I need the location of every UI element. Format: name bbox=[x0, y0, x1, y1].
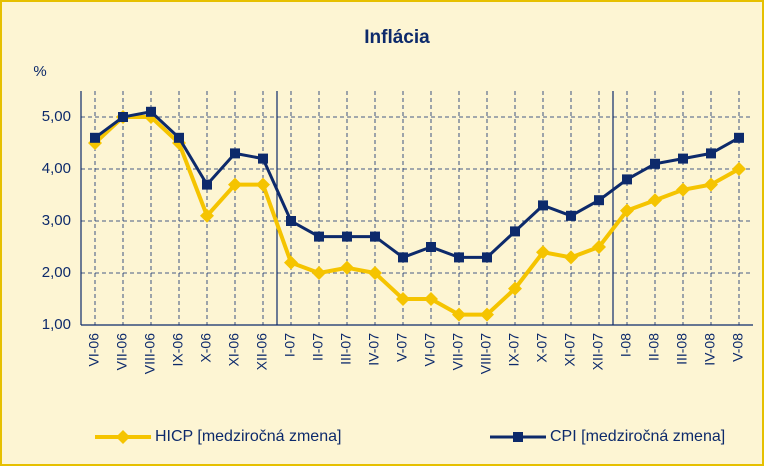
data-point bbox=[426, 242, 436, 252]
data-point bbox=[314, 231, 324, 242]
data-point bbox=[480, 307, 494, 322]
y-tick-label: 4,00 bbox=[42, 160, 71, 177]
x-tick-label: VI-07 bbox=[422, 333, 438, 367]
data-point bbox=[258, 153, 268, 164]
x-tick-label: IX-06 bbox=[170, 333, 186, 367]
data-point bbox=[620, 203, 634, 218]
chart-title: Inflácia bbox=[364, 27, 430, 48]
x-tick-label: V-08 bbox=[730, 333, 746, 362]
x-tick-label: VII-06 bbox=[114, 333, 130, 371]
data-point bbox=[256, 177, 270, 192]
data-point bbox=[622, 174, 632, 185]
data-point bbox=[396, 292, 410, 306]
x-tick-label: XI-07 bbox=[562, 333, 578, 367]
x-tick-label: I-08 bbox=[618, 333, 634, 357]
x-tick-label: XI-06 bbox=[226, 333, 242, 367]
data-point bbox=[370, 231, 380, 242]
x-tick-label: I-07 bbox=[282, 333, 298, 357]
data-point bbox=[678, 153, 688, 164]
data-point bbox=[284, 255, 298, 270]
legend-marker bbox=[513, 432, 523, 442]
x-tick-label: XII-06 bbox=[254, 333, 270, 371]
data-point bbox=[706, 148, 716, 159]
x-tick-label: VI-06 bbox=[86, 333, 102, 367]
y-tick-label: 5,00 bbox=[42, 108, 71, 125]
data-point bbox=[340, 260, 354, 275]
x-tick-label: X-07 bbox=[534, 333, 550, 363]
data-point bbox=[146, 106, 156, 117]
data-point bbox=[424, 292, 438, 306]
data-point bbox=[510, 226, 520, 237]
data-point bbox=[342, 231, 352, 242]
y-tick-label: 2,00 bbox=[42, 264, 71, 281]
data-point bbox=[230, 148, 240, 159]
data-point bbox=[90, 132, 100, 143]
x-tick-label: VIII-07 bbox=[478, 333, 494, 374]
data-point bbox=[398, 252, 408, 263]
y-tick-label: 3,00 bbox=[42, 212, 71, 229]
data-point bbox=[312, 266, 326, 280]
x-tick-label: X-06 bbox=[198, 333, 214, 363]
x-tick-label: IV-07 bbox=[366, 333, 382, 366]
data-point bbox=[676, 182, 690, 197]
x-tick-label: IV-08 bbox=[702, 333, 718, 366]
x-tick-label: VII-07 bbox=[450, 333, 466, 371]
legend-label: CPI [medziročná zmena] bbox=[550, 428, 725, 445]
data-point bbox=[286, 216, 296, 226]
data-point bbox=[454, 252, 464, 263]
data-point bbox=[174, 132, 184, 143]
y-axis-label: % bbox=[33, 63, 46, 80]
x-tick-label: IX-07 bbox=[506, 333, 522, 367]
data-point bbox=[732, 162, 746, 176]
legend-label: HICP [medziročná zmena] bbox=[155, 428, 341, 445]
x-tick-label: II-07 bbox=[310, 333, 326, 361]
legend-marker bbox=[116, 430, 130, 444]
x-tick-label: XII-07 bbox=[590, 333, 606, 371]
x-tick-label: V-07 bbox=[394, 333, 410, 362]
data-point bbox=[482, 252, 492, 263]
data-point bbox=[538, 200, 548, 211]
y-tick-label: 1,00 bbox=[42, 316, 71, 333]
data-point bbox=[200, 208, 214, 223]
data-point bbox=[592, 240, 606, 254]
data-point bbox=[564, 250, 578, 265]
data-point bbox=[594, 195, 604, 206]
x-tick-label: III-08 bbox=[674, 333, 690, 365]
data-point bbox=[648, 193, 662, 208]
x-tick-label: VIII-06 bbox=[142, 333, 158, 374]
data-point bbox=[368, 266, 382, 280]
data-point bbox=[734, 132, 744, 143]
data-point bbox=[118, 112, 128, 122]
data-point bbox=[536, 245, 550, 260]
x-tick-label: III-07 bbox=[338, 333, 354, 365]
data-point bbox=[704, 177, 718, 192]
data-point bbox=[202, 179, 212, 190]
data-point bbox=[228, 177, 242, 192]
data-point bbox=[452, 307, 466, 322]
data-point bbox=[650, 158, 660, 169]
data-point bbox=[566, 210, 576, 221]
x-tick-label: II-08 bbox=[646, 333, 662, 361]
data-point bbox=[508, 281, 522, 296]
